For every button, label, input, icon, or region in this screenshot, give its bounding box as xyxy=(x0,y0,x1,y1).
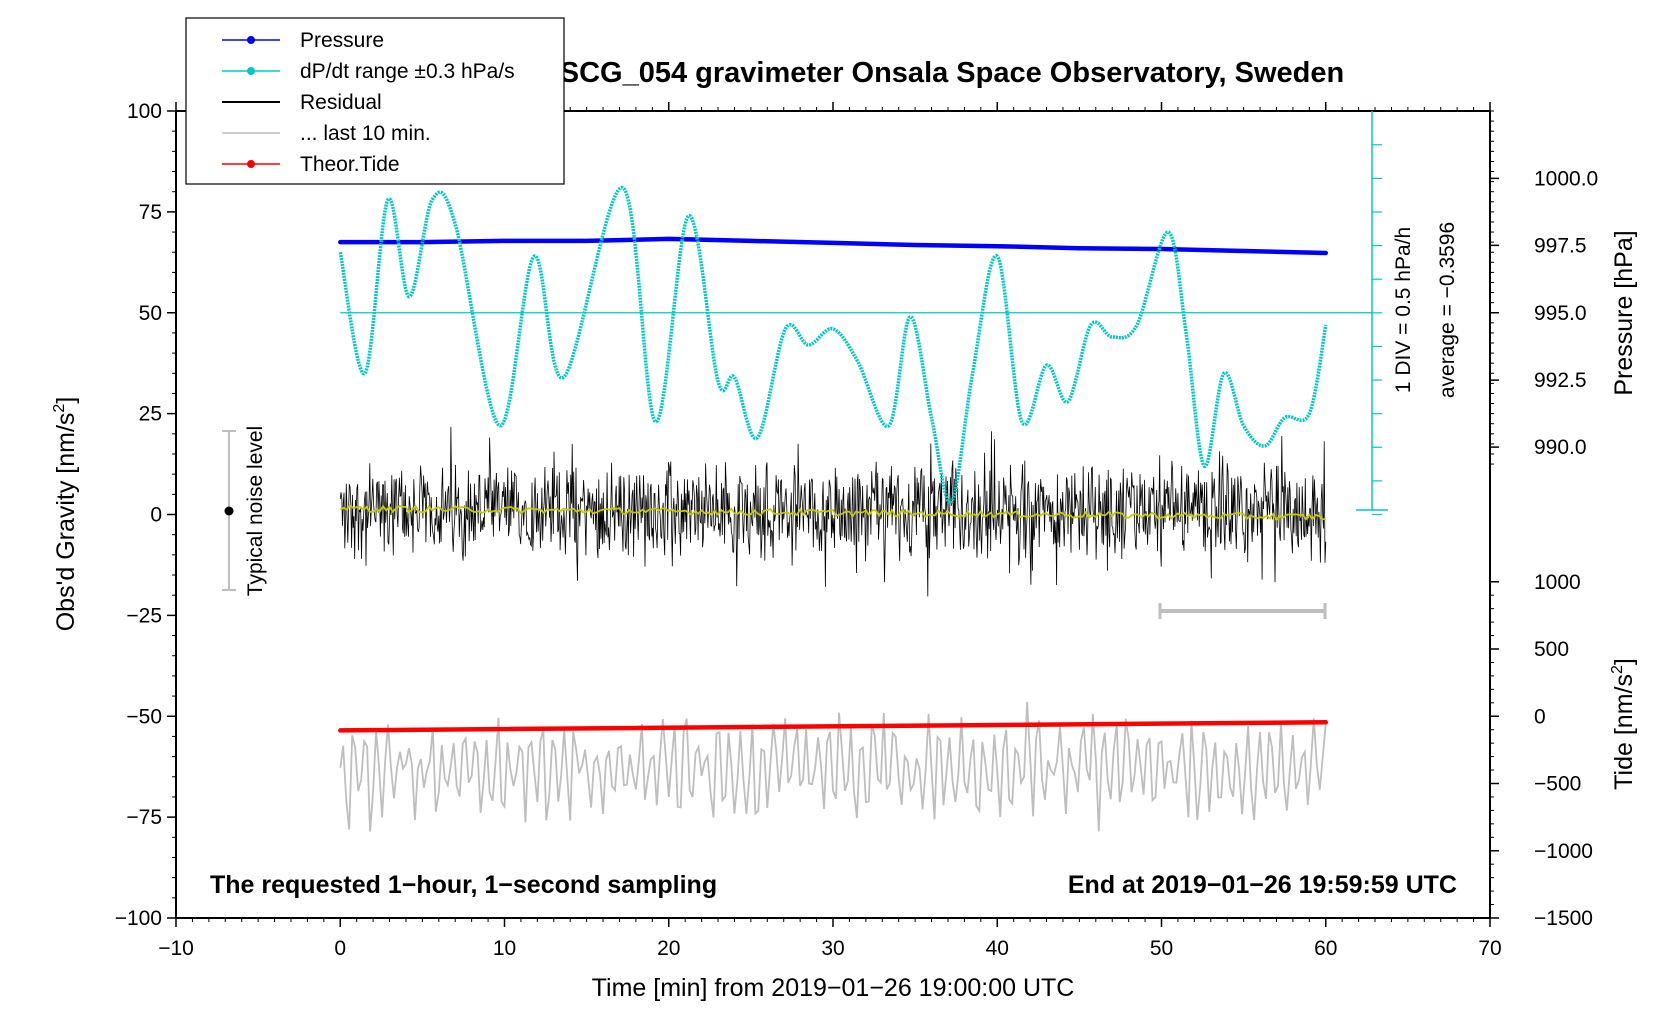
residual-line xyxy=(339,426,1327,597)
last10-bracket xyxy=(1158,603,1327,619)
last10-line xyxy=(339,701,1327,832)
tide-tick-label: 500 xyxy=(1534,638,1569,661)
chart-title: SCG_054 gravimeter Onsala Space Observat… xyxy=(560,57,1344,89)
annotation-right: End at 2019−01−26 19:59:59 UTC xyxy=(1068,871,1457,899)
series-layer xyxy=(338,185,1329,733)
y-axis-left-title: Obs'd Gravity [nm/s2] xyxy=(51,397,80,632)
x-tick-label: 40 xyxy=(986,937,1009,960)
residual-layer xyxy=(339,426,1327,597)
y-left-tick-label: −100 xyxy=(115,907,162,930)
noise-level-dot xyxy=(224,506,234,516)
y-left-tick-label: −25 xyxy=(126,604,162,627)
y-left-tick-label: 75 xyxy=(139,201,162,224)
average-label: average = −0.3596 xyxy=(1436,222,1459,398)
residual-smoothed-line xyxy=(339,504,1326,522)
tide-tick-label: −1000 xyxy=(1534,840,1593,863)
ticks-layer: −10 0 10 20 30 40 50 60 701007550250−25−50−75−10… xyxy=(115,100,1599,960)
tide-title-main: Tide [nm/s xyxy=(1610,674,1638,790)
x-tick-label: 0 xyxy=(334,937,346,960)
legend-label: ... last 10 min. xyxy=(300,122,431,145)
y-left-tick-label: 100 xyxy=(127,100,162,123)
y-left-tick-label: 50 xyxy=(139,302,162,325)
x-axis-title: Time [min] from 2019−01−26 19:00:00 UTC xyxy=(592,974,1075,1002)
y-left-tick-label: −75 xyxy=(126,806,162,829)
legend-label: dP/dt range ±0.3 hPa/s xyxy=(300,60,515,83)
x-tick-label: 50 xyxy=(1150,937,1173,960)
legend-swatch-marker xyxy=(247,36,255,44)
series-tide-line xyxy=(338,720,1329,733)
tide-title-sup: 2 xyxy=(1609,665,1626,674)
series-pressure-line xyxy=(338,236,1329,256)
pressure-tick-label: 997.5 xyxy=(1534,234,1587,257)
y-left-tick-label: 25 xyxy=(139,403,162,426)
dpdt-scale-bar xyxy=(1356,111,1388,516)
tide-tick-label: −1500 xyxy=(1534,907,1593,930)
legend-swatch-marker xyxy=(247,67,255,75)
x-tick-label: 20 xyxy=(657,937,680,960)
legend-swatch-marker xyxy=(247,160,255,168)
pressure-tick-label: 995.0 xyxy=(1534,302,1587,325)
pressure-tick-label: 990.0 xyxy=(1534,436,1587,459)
y-left-title-sup: 2 xyxy=(51,404,68,413)
y-axis-tide-title: Tide [nm/s2] xyxy=(1609,658,1638,790)
y-left-tick-label: 0 xyxy=(150,504,162,527)
legend-label: Theor.Tide xyxy=(300,153,400,176)
y-axis-pressure-title: Pressure [hPa] xyxy=(1610,230,1638,395)
div-label: 1 DIV = 0.5 hPa/h xyxy=(1392,227,1415,393)
x-tick-label: 10 xyxy=(493,937,516,960)
x-tick-label: −10 xyxy=(158,937,194,960)
tide-title-end: ] xyxy=(1610,658,1638,665)
legend-label: Pressure xyxy=(300,29,384,52)
y-left-title-main: Obs'd Gravity [nm/s xyxy=(52,413,80,632)
series-dpdt-line xyxy=(338,185,1328,505)
y-left-tick-label: −50 xyxy=(126,705,162,728)
y-left-title-end: ] xyxy=(52,397,80,404)
x-tick-label: 70 xyxy=(1478,937,1501,960)
pressure-tick-label: 1000.0 xyxy=(1534,167,1598,190)
x-tick-label: 30 xyxy=(821,937,844,960)
legend-label: Residual xyxy=(300,91,382,114)
legend: Pressure dP/dt range ±0.3 hPa/s Residual..… xyxy=(185,17,565,185)
tide-tick-label: 0 xyxy=(1534,705,1546,728)
pressure-tick-label: 992.5 xyxy=(1534,369,1587,392)
noise-level-label: Typical noise level xyxy=(244,426,267,596)
tide-tick-label: −500 xyxy=(1534,773,1581,796)
x-tick-label: 60 xyxy=(1314,937,1337,960)
last10-layer xyxy=(339,701,1327,832)
annotation-left: The requested 1−hour, 1−second sampling xyxy=(210,871,717,899)
tide-tick-label: 1000 xyxy=(1534,571,1581,594)
